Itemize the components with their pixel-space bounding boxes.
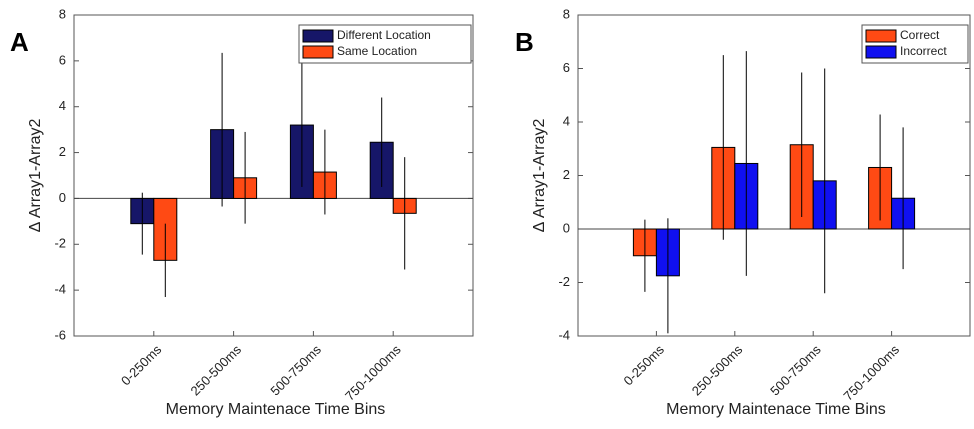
panel-label: A [10,27,29,57]
legend-swatch [865,29,897,43]
y-tick-label: 2 [563,167,570,182]
x-tick-label: 0-250ms [621,342,668,389]
x-tick-label: 500-750ms [767,342,824,399]
legend-label: Same Location [337,44,417,58]
y-tick-label: -4 [54,282,66,297]
y-axis-label: Δ Array1-Array2 [27,118,44,232]
y-tick-label: 0 [563,220,570,235]
y-tick-label: 6 [59,52,66,67]
chart-panel: A -6 -4 -2 0 2 4 6 8 0-250ms 250-500ms 500-750ms 750… [10,6,474,418]
x-tick-label: 750-1000ms [840,342,902,404]
x-tick-label: 750-1000ms [342,342,404,404]
x-axis-label: Memory Maintenace Time Bins [166,401,386,418]
x-tick-label: 250-500ms [188,342,245,399]
legend-label: Correct [900,28,940,42]
legend-label: Different Location [337,28,431,42]
y-tick-label: -6 [54,327,66,342]
x-tick-label: 500-750ms [267,342,324,399]
y-tick-label: 4 [59,98,66,113]
legend-swatch [302,29,334,43]
y-tick-label: 6 [563,60,570,75]
y-tick-label: 8 [59,6,66,21]
y-tick-label: 4 [563,113,570,128]
legend-swatch [302,45,334,59]
y-tick-label: 2 [59,144,66,159]
y-axis-label: Δ Array1-Array2 [531,118,548,232]
y-tick-label: -2 [558,274,570,289]
y-tick-label: 8 [563,6,570,21]
y-tick-label: 0 [59,190,66,205]
y-tick-label: -2 [54,236,66,251]
axes-frame [73,14,474,337]
legend-label: Incorrect [900,44,947,58]
legend-swatch [865,45,897,59]
panel-label: B [515,27,534,57]
chart-panel: B -4 -2 0 2 4 6 8 0-250ms 250-500ms 500-750ms 750-1… [515,6,971,418]
x-axis-label: Memory Maintenace Time Bins [666,401,886,418]
y-tick-label: -4 [558,327,570,342]
x-tick-label: 250-500ms [689,342,746,399]
x-tick-label: 0-250ms [118,342,165,389]
